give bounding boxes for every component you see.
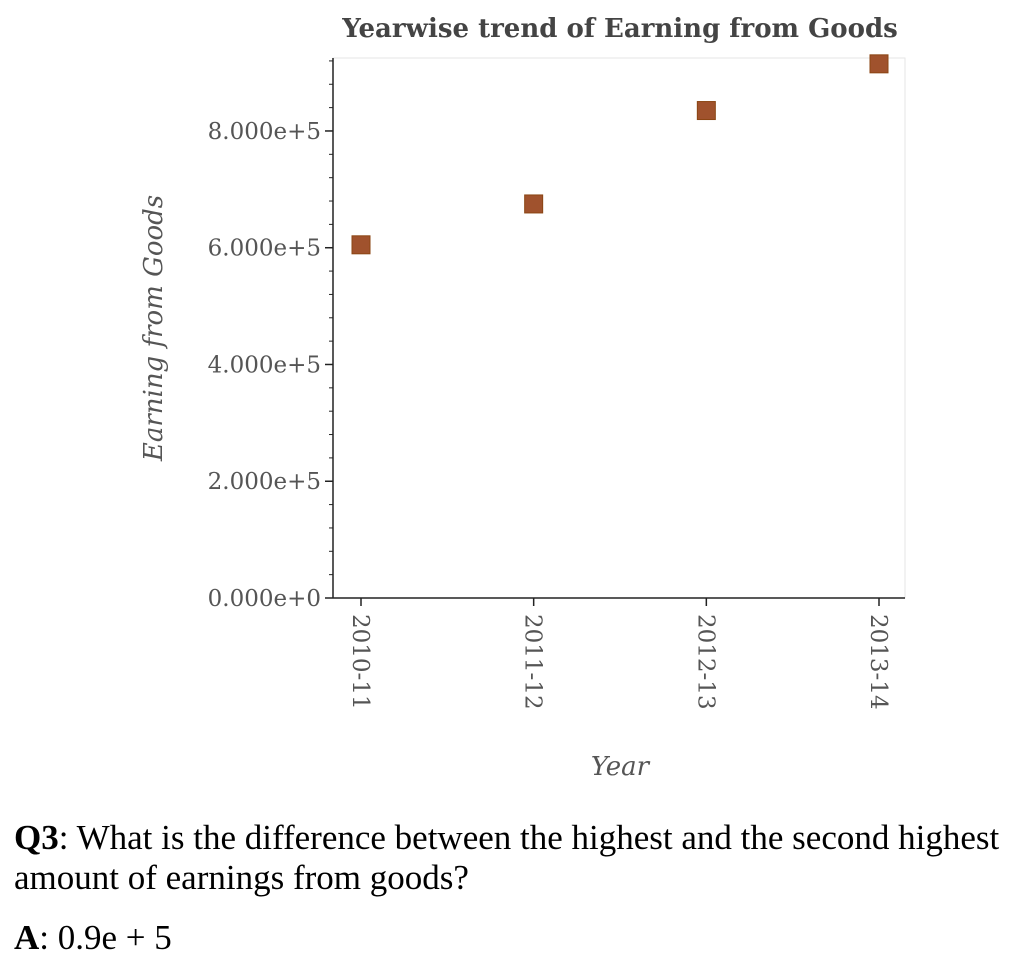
question-label: Q3 — [14, 818, 59, 857]
question-text: What is the difference between the highe… — [14, 818, 1000, 897]
question-block: Q3: What is the difference between the h… — [14, 818, 1000, 897]
y-tick-label: 2.000e+5 — [208, 469, 321, 495]
x-tick-label: 2011-12 — [520, 614, 546, 710]
y-ticks: 0.000e+0 2.000e+5 4.000e+5 6.000e+5 8.000e+5 — [208, 60, 333, 612]
data-point — [524, 194, 544, 214]
x-tick-label: 2010-11 — [347, 614, 373, 710]
x-tick-label: 2013-14 — [865, 614, 891, 710]
x-ticks: 2010-11 2011-12 2012-13 2013-14 — [347, 598, 891, 710]
data-point — [869, 54, 889, 74]
data-point — [351, 235, 371, 255]
answer-text: 0.9e + 5 — [57, 918, 172, 957]
chart: Yearwise trend of Earning from Goods 0.0… — [139, 14, 906, 782]
y-tick-label: 4.000e+5 — [208, 352, 321, 378]
y-tick-label: 0.000e+0 — [208, 586, 321, 612]
plot-area — [332, 57, 906, 599]
answer-block: A: 0.9e + 5 — [14, 918, 172, 957]
data-points — [351, 54, 889, 255]
scatter-chart: Yearwise trend of Earning from Goods 0.0… — [139, 14, 906, 782]
chart-title: Yearwise trend of Earning from Goods — [341, 14, 898, 44]
x-tick-label: 2012-13 — [692, 614, 718, 710]
data-point — [696, 101, 716, 121]
x-axis-label: Year — [591, 752, 651, 782]
y-tick-label: 6.000e+5 — [208, 236, 321, 262]
y-axis-label: Earning from Goods — [139, 195, 169, 462]
answer-label: A — [14, 918, 40, 957]
y-tick-label: 8.000e+5 — [208, 119, 321, 145]
